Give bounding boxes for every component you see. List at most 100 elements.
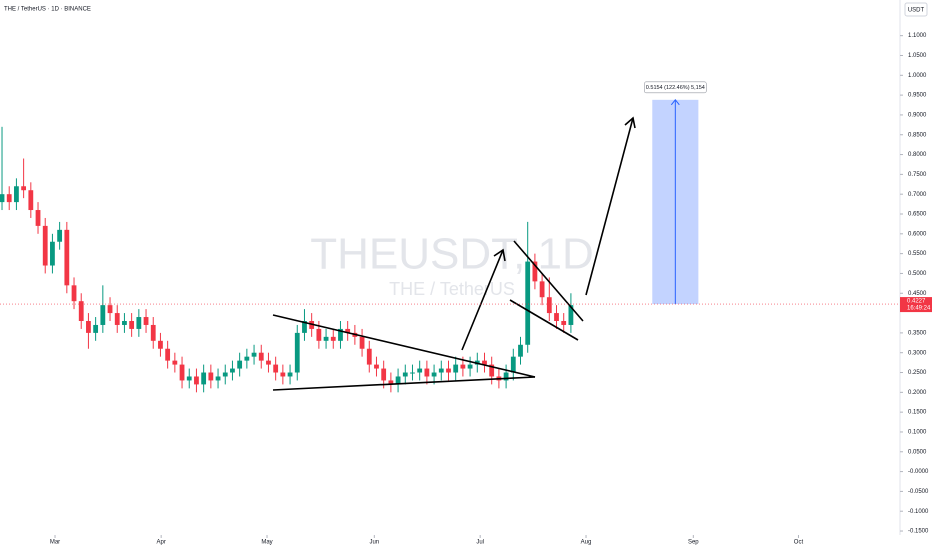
- candle-body: [50, 241, 55, 266]
- x-tick-label: Sep: [688, 540, 699, 546]
- candle-body: [482, 360, 487, 365]
- candle-body: [532, 261, 538, 282]
- y-tick-label: 0.9500: [908, 93, 927, 99]
- candle-body: [424, 368, 430, 377]
- y-tick-label: 0.3000: [908, 350, 927, 356]
- arrow: [585, 117, 634, 296]
- candle-body: [179, 364, 185, 381]
- candle-body: [230, 368, 235, 373]
- y-tick-label: 0.6500: [908, 212, 927, 218]
- candle-body: [93, 324, 99, 333]
- candle-body: [460, 364, 466, 369]
- candle-body: [215, 376, 221, 381]
- candle-body: [0, 194, 5, 203]
- y-tick-label: 0.7500: [908, 172, 927, 178]
- x-tick-label: Apr: [156, 540, 165, 546]
- x-tick-label: Jul: [476, 540, 484, 546]
- x-tick-label: May: [261, 540, 272, 546]
- candle-body: [510, 356, 516, 373]
- candle-body: [417, 368, 423, 373]
- y-tick-label: 0.8000: [908, 152, 927, 158]
- candle-body: [294, 332, 300, 373]
- x-tick-label: Mar: [50, 540, 60, 546]
- candle-body: [6, 194, 12, 203]
- candle-body: [467, 364, 473, 369]
- countdown: 16:49:24: [907, 306, 931, 312]
- candle-body: [186, 376, 192, 381]
- y-tick-label: 0.6000: [908, 231, 927, 237]
- candle-body: [561, 321, 567, 325]
- candle-body: [338, 328, 343, 341]
- candle-body: [323, 336, 329, 341]
- arrow-head: [624, 116, 636, 129]
- candle-body: [568, 305, 574, 325]
- candle-body: [107, 305, 113, 314]
- candle-body: [446, 368, 451, 373]
- candle-body: [158, 340, 163, 349]
- y-tick-label: 0.1500: [908, 410, 927, 416]
- candle-body: [316, 328, 322, 341]
- candle-body: [374, 364, 379, 369]
- y-tick-label: 0.0500: [908, 449, 927, 455]
- price-box: [900, 297, 932, 313]
- y-tick-label: 0.7000: [908, 192, 927, 198]
- candle-body: [503, 372, 509, 381]
- candle-body: [402, 372, 408, 377]
- measure-arrow-head: [670, 99, 680, 106]
- candle-body: [489, 364, 495, 377]
- trend-line: [272, 314, 536, 378]
- candle-body: [280, 372, 286, 377]
- candle-body: [453, 364, 459, 373]
- y-tick-label: 0.3500: [908, 330, 927, 336]
- candle-body: [64, 229, 70, 286]
- watermark-subtitle: THE / TetherUS: [389, 279, 515, 299]
- y-tick-label: 1.0500: [908, 53, 927, 59]
- y-tick-label: -0.0500: [908, 489, 929, 495]
- y-tick-label: 0.4500: [908, 291, 927, 297]
- currency: USDT: [908, 8, 925, 14]
- chart-title: THE / TetherUS · 1D · BINANCE: [4, 7, 91, 13]
- y-tick-label: 0.9000: [908, 113, 927, 119]
- arrow: [461, 249, 504, 351]
- candle-body: [359, 336, 365, 349]
- y-tick-label: 0.8500: [908, 132, 927, 138]
- trend-line: [513, 240, 584, 322]
- candle-body: [381, 368, 387, 381]
- x-tick-label: Aug: [581, 540, 592, 546]
- candle-body: [554, 313, 559, 321]
- candle-body: [28, 190, 34, 211]
- y-tick-label: 1.1000: [908, 33, 927, 39]
- y-tick-label: -0.1500: [908, 529, 929, 535]
- candle-body: [129, 321, 135, 329]
- candle-body: [518, 344, 523, 357]
- trend-line: [509, 299, 579, 341]
- watermark: THEUSDT, 1D: [310, 230, 594, 279]
- candle-body: [244, 356, 250, 361]
- x-tick-label: Jun: [369, 540, 379, 546]
- measure-label: 0.5154 (122.46%) 5,154: [646, 85, 705, 91]
- candle-body: [21, 186, 27, 191]
- y-tick-label: 0.5000: [908, 271, 927, 277]
- price-label: 0.4227: [907, 299, 926, 305]
- candle-body: [14, 186, 19, 203]
- candle-body: [525, 261, 531, 345]
- candle-body: [302, 321, 307, 333]
- y-tick-label: 1.0000: [908, 73, 927, 79]
- candle-body: [251, 352, 257, 357]
- y-tick-label: 0.2000: [908, 390, 927, 396]
- measure-label-box: [644, 81, 707, 94]
- candle-body: [172, 360, 178, 365]
- candle-body: [150, 324, 156, 341]
- candle-body: [258, 352, 264, 361]
- candle-body: [143, 317, 149, 325]
- candle-body: [122, 321, 127, 325]
- y-tick-label: 0.2500: [908, 370, 927, 376]
- candle-body: [86, 321, 91, 333]
- y-tick-label: -0.0000: [908, 469, 929, 475]
- candle-body: [438, 368, 444, 373]
- trend-line: [272, 376, 536, 391]
- y-tick-label: -0.1000: [908, 509, 929, 515]
- candle-body: [431, 372, 437, 377]
